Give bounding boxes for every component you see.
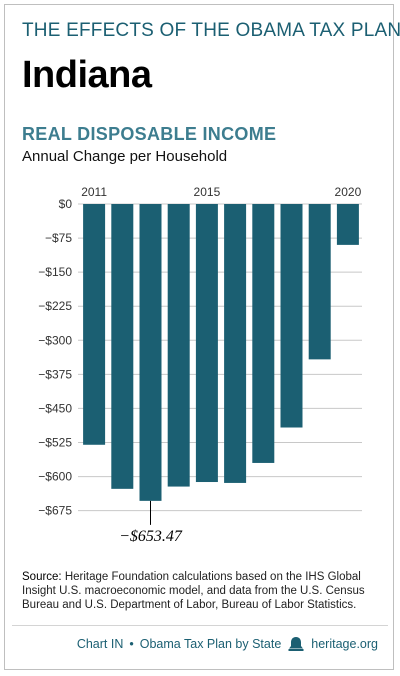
y-tick-label: −$150	[38, 265, 72, 279]
x-tick-label: 2015	[194, 185, 221, 199]
y-tick-label: −$300	[38, 333, 72, 347]
y-tick-label: −$75	[45, 231, 72, 245]
bar	[336, 204, 359, 245]
x-tick-label: 2020	[335, 185, 362, 199]
bar	[111, 204, 134, 489]
footer: Chart IN • Obama Tax Plan by State herit…	[77, 636, 378, 652]
bar	[224, 204, 247, 483]
footer-divider	[12, 625, 388, 626]
source-label: Source:	[22, 571, 62, 583]
y-tick-label: $0	[59, 197, 73, 211]
bell-icon	[288, 637, 304, 651]
footer-site[interactable]: heritage.org	[311, 637, 378, 651]
y-tick-label: −$375	[38, 367, 72, 381]
source-note: Source: Heritage Foundation calculations…	[22, 570, 382, 612]
bar	[252, 204, 275, 463]
y-tick-label: −$525	[38, 436, 72, 450]
footer-separator: •	[129, 637, 134, 651]
chart-subtitle: Annual Change per Household	[22, 148, 228, 165]
state-title: Indiana	[22, 54, 152, 96]
source-text: Heritage Foundation calculations based o…	[22, 571, 365, 611]
x-tick-label: 2011	[81, 185, 107, 199]
min-value-annotation: −$653.47	[119, 528, 183, 545]
chart-title: REAL DISPOSABLE INCOME	[22, 124, 277, 144]
y-tick-label: −$600	[38, 470, 72, 484]
y-tick-label: −$450	[38, 401, 72, 415]
footer-chart-id: Chart IN	[76, 637, 124, 651]
kicker-title: THE EFFECTS OF THE OBAMA TAX PLAN	[22, 20, 400, 41]
bar	[308, 204, 331, 360]
bar	[195, 204, 218, 483]
bar	[167, 204, 190, 487]
y-tick-label: −$675	[38, 504, 72, 518]
y-tick-label: −$225	[38, 299, 72, 313]
bar	[280, 204, 303, 428]
bar	[139, 204, 162, 501]
bar	[83, 204, 106, 445]
footer-series: Obama Tax Plan by State	[139, 637, 282, 651]
